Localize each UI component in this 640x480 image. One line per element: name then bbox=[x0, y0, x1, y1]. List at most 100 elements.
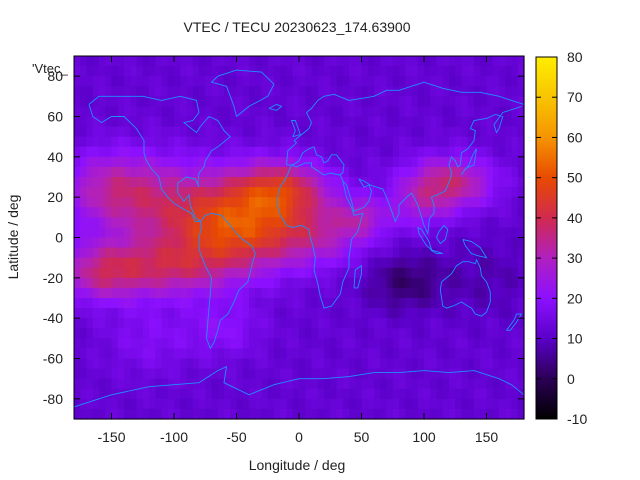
heatmap-cell bbox=[424, 217, 431, 229]
heatmap-cell bbox=[274, 217, 281, 229]
heatmap-cell bbox=[461, 106, 469, 118]
heatmap-cell bbox=[374, 177, 381, 188]
heatmap-cell bbox=[417, 368, 425, 380]
heatmap-cell bbox=[192, 146, 200, 158]
heatmap-cell bbox=[455, 146, 463, 158]
heatmap-cell bbox=[517, 277, 525, 289]
heatmap-cell bbox=[405, 318, 413, 329]
heatmap-cell bbox=[211, 368, 219, 380]
heatmap-cell bbox=[80, 76, 88, 87]
heatmap-cell bbox=[136, 237, 144, 249]
heatmap-cell bbox=[174, 156, 181, 168]
heatmap-cell bbox=[155, 197, 163, 208]
heatmap-cell bbox=[199, 106, 206, 118]
heatmap-cell bbox=[417, 106, 425, 118]
heatmap-cell bbox=[236, 277, 244, 289]
heatmap-cell bbox=[242, 197, 250, 208]
heatmap-cell bbox=[380, 368, 388, 380]
heatmap-cell bbox=[236, 257, 244, 269]
heatmap-cell bbox=[399, 116, 406, 128]
heatmap-cell bbox=[286, 267, 294, 279]
heatmap-cell bbox=[474, 227, 481, 239]
heatmap-cell bbox=[186, 358, 194, 370]
heatmap-cell bbox=[161, 398, 169, 410]
heatmap-cell bbox=[80, 257, 88, 269]
heatmap-cell bbox=[374, 66, 381, 77]
y-tick-label: -20 bbox=[43, 270, 63, 286]
heatmap-cell bbox=[242, 398, 250, 410]
heatmap-cell bbox=[80, 96, 88, 108]
heatmap-cell bbox=[136, 227, 144, 239]
heatmap-cell bbox=[436, 76, 444, 87]
heatmap-cell bbox=[199, 368, 206, 380]
heatmap-cell bbox=[86, 126, 94, 138]
heatmap-cell bbox=[505, 348, 513, 360]
heatmap-cell bbox=[405, 298, 413, 309]
heatmap-cell bbox=[511, 328, 519, 339]
heatmap-cell bbox=[161, 257, 169, 269]
heatmap-cell bbox=[417, 227, 425, 239]
heatmap-cell bbox=[505, 298, 513, 309]
heatmap-cell bbox=[361, 298, 369, 309]
heatmap-cell bbox=[392, 368, 400, 380]
heatmap-cell bbox=[249, 136, 256, 148]
heatmap-cell bbox=[92, 308, 100, 319]
heatmap-cell bbox=[380, 388, 388, 400]
heatmap-cell bbox=[130, 287, 138, 299]
heatmap-cell bbox=[111, 277, 119, 289]
heatmap-cell bbox=[74, 308, 81, 319]
heatmap-cell bbox=[199, 358, 206, 370]
heatmap-cell bbox=[192, 76, 200, 87]
heatmap-cell bbox=[149, 177, 156, 188]
heatmap-cell bbox=[355, 227, 363, 239]
heatmap-cell bbox=[236, 217, 244, 229]
heatmap-cell bbox=[499, 166, 506, 178]
heatmap-cell bbox=[174, 146, 181, 158]
heatmap-cell bbox=[124, 257, 131, 269]
heatmap-cell bbox=[74, 257, 81, 269]
heatmap-cell bbox=[411, 348, 419, 360]
heatmap-cell bbox=[174, 76, 181, 87]
heatmap-cell bbox=[199, 277, 206, 289]
heatmap-cell bbox=[161, 358, 169, 370]
heatmap-cell bbox=[192, 227, 200, 239]
heatmap-cell bbox=[380, 56, 388, 67]
heatmap-cell bbox=[317, 136, 325, 148]
heatmap-cell bbox=[505, 277, 513, 289]
heatmap-cell bbox=[274, 156, 281, 168]
heatmap-cell bbox=[486, 197, 494, 208]
heatmap-cell bbox=[261, 237, 269, 249]
heatmap-cell bbox=[230, 177, 238, 188]
heatmap-cell bbox=[330, 267, 338, 279]
heatmap-cell bbox=[317, 368, 325, 380]
heatmap-cell bbox=[330, 237, 338, 249]
heatmap-cell bbox=[249, 287, 256, 299]
heatmap-cell bbox=[280, 66, 288, 77]
heatmap-cell bbox=[236, 227, 244, 239]
heatmap-cell bbox=[286, 207, 294, 218]
heatmap-cell bbox=[255, 106, 263, 118]
heatmap-cell bbox=[249, 187, 256, 198]
heatmap-cell bbox=[217, 388, 225, 400]
heatmap-cell bbox=[192, 338, 200, 350]
heatmap-cell bbox=[474, 318, 481, 329]
heatmap-cell bbox=[424, 287, 431, 299]
heatmap-cell bbox=[180, 166, 188, 178]
heatmap-cell bbox=[249, 207, 256, 218]
heatmap-cell bbox=[205, 96, 213, 108]
heatmap-cell bbox=[517, 388, 525, 400]
heatmap-cell bbox=[130, 338, 138, 350]
heatmap-cell bbox=[249, 408, 256, 420]
heatmap-cell bbox=[199, 146, 206, 158]
heatmap-cell bbox=[480, 308, 488, 319]
heatmap-cell bbox=[230, 257, 238, 269]
heatmap-cell bbox=[249, 76, 256, 87]
heatmap-cell bbox=[86, 368, 94, 380]
heatmap-cell bbox=[192, 66, 200, 77]
heatmap-cell bbox=[249, 156, 256, 168]
heatmap-cell bbox=[492, 298, 500, 309]
heatmap-cell bbox=[492, 66, 500, 77]
heatmap-cell bbox=[249, 146, 256, 158]
heatmap-cell bbox=[330, 207, 338, 218]
